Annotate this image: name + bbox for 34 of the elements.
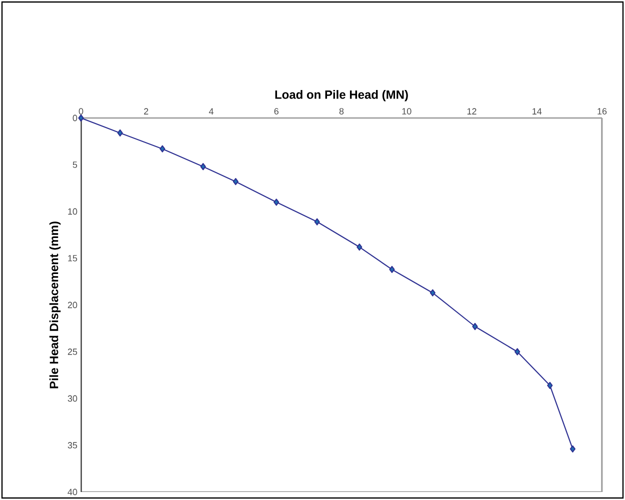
y-tick-label: 5 xyxy=(72,162,78,168)
x-tick-label: 8 xyxy=(339,108,344,114)
x-axis-title: Load on Pile Head (MN) xyxy=(275,90,408,102)
point xyxy=(232,178,238,186)
y-tick-label: 15 xyxy=(68,255,78,262)
y-tick-label: 20 xyxy=(68,302,78,308)
point xyxy=(389,266,395,274)
point xyxy=(314,218,320,226)
point xyxy=(547,382,553,389)
x-tick-label: 4 xyxy=(208,108,214,114)
point xyxy=(117,129,123,137)
y-axis-title: Pile Head Displacement (mm) xyxy=(49,222,61,388)
point xyxy=(570,445,576,453)
y-tick-label: 0 xyxy=(72,114,78,122)
x-tick-label: 2 xyxy=(144,108,148,114)
x-tick-label: 6 xyxy=(274,108,278,114)
x-tick-label: 16 xyxy=(598,108,607,114)
y-tick-label: 40 xyxy=(68,488,78,496)
y-tick-label: 25 xyxy=(68,348,78,355)
y-tick-label: 30 xyxy=(68,395,78,402)
point xyxy=(356,243,362,251)
x-tick-label: 0 xyxy=(78,108,84,114)
x-tick-label: 12 xyxy=(467,108,476,114)
point xyxy=(472,322,478,330)
x-tick-label: 14 xyxy=(532,108,542,114)
point xyxy=(78,114,84,122)
point xyxy=(200,163,206,170)
y-tick-label: 35 xyxy=(68,442,78,448)
y-tick-label: 10 xyxy=(68,208,78,215)
point xyxy=(274,198,280,206)
x-tick-label: 10 xyxy=(402,108,412,114)
point xyxy=(514,348,520,356)
point xyxy=(430,289,436,296)
point xyxy=(160,145,166,152)
